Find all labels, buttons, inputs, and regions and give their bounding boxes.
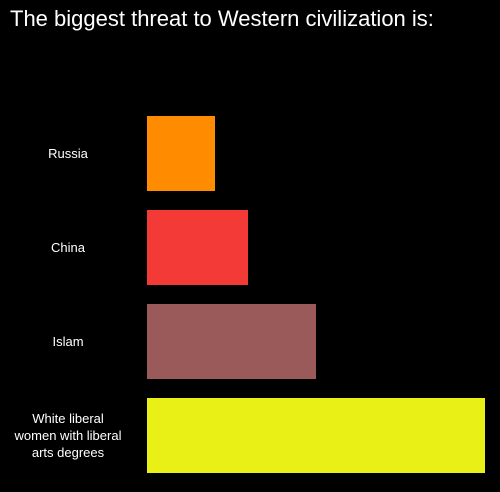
bar: [147, 398, 485, 473]
bar: [147, 116, 215, 191]
bar: [147, 304, 316, 379]
bar: [147, 210, 249, 285]
category-label: China: [51, 240, 85, 255]
category-label: Islam: [52, 334, 84, 349]
category-label: White liberal women with liberal arts de…: [14, 411, 122, 460]
chart-title: The biggest threat to Western civilizati…: [10, 6, 434, 31]
category-label: Russia: [48, 146, 88, 161]
